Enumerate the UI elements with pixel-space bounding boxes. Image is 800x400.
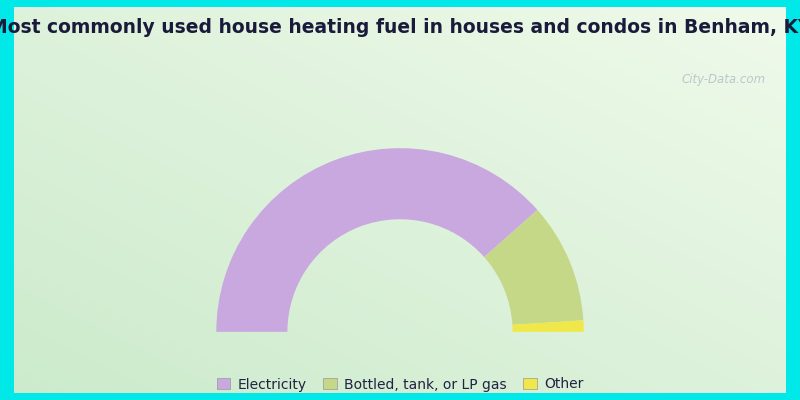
Text: City-Data.com: City-Data.com [682, 74, 766, 86]
Text: Most commonly used house heating fuel in houses and condos in Benham, KY: Most commonly used house heating fuel in… [0, 18, 800, 37]
Wedge shape [512, 320, 584, 332]
Legend: Electricity, Bottled, tank, or LP gas, Other: Electricity, Bottled, tank, or LP gas, O… [211, 372, 589, 397]
Wedge shape [216, 148, 538, 332]
Wedge shape [484, 210, 583, 325]
